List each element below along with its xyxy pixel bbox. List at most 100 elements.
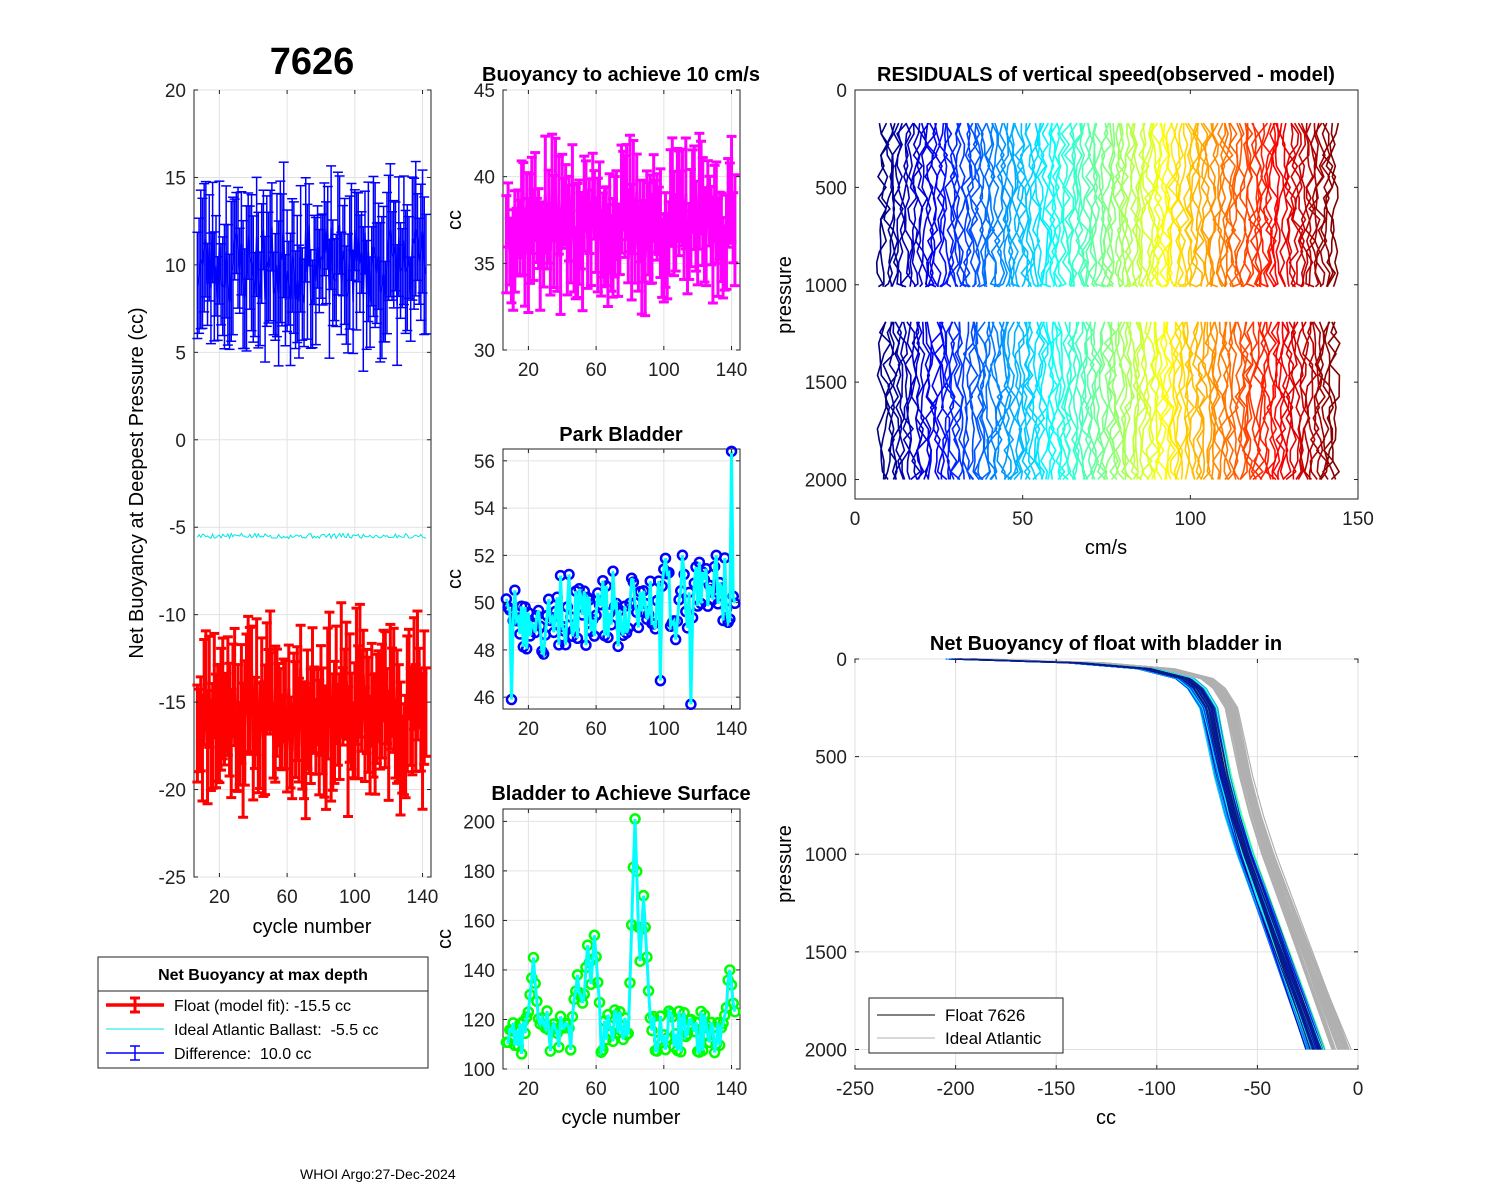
residual-profile: [1003, 321, 1015, 481]
residual-profile: [1080, 321, 1093, 480]
residual-profile: [912, 122, 925, 288]
residual-profile: [948, 321, 958, 480]
residual-profile: [1298, 321, 1311, 480]
y-tick-label: 1000: [805, 845, 847, 866]
residual-profile: [1304, 321, 1318, 480]
residual-profile: [1076, 122, 1089, 288]
residual-profile: [1023, 122, 1036, 288]
marks: [500, 445, 741, 711]
residual-profile: [929, 122, 939, 288]
residual-profile: [1319, 122, 1331, 287]
residual-profile: [899, 122, 912, 288]
x-tick-label: 60: [586, 1079, 607, 1100]
residual-profile: [1177, 123, 1190, 288]
y-tick-label: 0: [836, 81, 847, 102]
residual-profile: [1097, 122, 1109, 288]
y-tick-label: -15: [159, 693, 186, 714]
residual-profile: [1164, 122, 1176, 288]
residual-profile: [1309, 321, 1321, 480]
residual-profile: [1234, 122, 1247, 288]
series-line: [504, 181, 737, 264]
residual-profile: [1232, 321, 1243, 480]
residual-profile: [1006, 321, 1019, 481]
x-axis-label: cc: [1096, 1107, 1116, 1129]
legend-entry-ideal: Ideal Atlantic Ballast: -5.5 cc: [174, 1022, 379, 1039]
legend-entry-float: Float (model fit): -15.5 cc: [174, 998, 351, 1015]
residual-profile: [1073, 123, 1086, 288]
x-tick-label: -250: [836, 1079, 874, 1100]
residual-profile: [905, 321, 918, 480]
residual-profile: [963, 122, 974, 288]
x-tick-label: -100: [1138, 1079, 1176, 1100]
y-tick-label: 56: [474, 452, 495, 473]
residual-profile: [1258, 321, 1270, 480]
residual-profile: [929, 321, 942, 480]
marks: [192, 160, 431, 821]
residual-profile: [1144, 321, 1156, 480]
residual-profile: [1245, 123, 1257, 288]
residual-profile: [1211, 321, 1222, 480]
residual-profile: [890, 122, 901, 287]
x-tick-label: 20: [518, 719, 539, 740]
legend-title: Net Buoyancy at max depth: [158, 967, 368, 984]
y-tick-label: -5: [169, 518, 186, 539]
residual-profile: [1252, 122, 1264, 287]
y-tick-label: 48: [474, 641, 495, 662]
residual-profile: [1325, 123, 1337, 288]
residual-profile: [1197, 122, 1210, 288]
marks: [945, 658, 1352, 1050]
residual-profile: [1009, 321, 1022, 480]
net-buoyancy-legend: Net Buoyancy at max depth Float (model f…: [97, 956, 429, 1069]
x-tick-label: 140: [407, 887, 439, 908]
residual-profile: [1269, 321, 1281, 480]
residual-profile: [1103, 321, 1117, 480]
y-tick-label: 200: [463, 812, 495, 833]
y-tick-label: 120: [463, 1010, 495, 1031]
residual-profile: [1318, 321, 1331, 480]
ticks: 20 60 100 140 46 48 50 52 54 56: [474, 449, 747, 740]
residual-profile: [915, 321, 928, 481]
residual-profile: [1225, 122, 1237, 287]
residual-profile: [1219, 123, 1229, 288]
residual-profile: [1081, 122, 1092, 288]
residual-profile: [1281, 122, 1293, 287]
residual-profile: [1091, 122, 1101, 288]
residual-profile: [1056, 321, 1069, 481]
residual-profile: [1160, 321, 1174, 480]
residual-profile: [1301, 321, 1314, 481]
legend-entry-ideal: Ideal Atlantic: [945, 1029, 1042, 1048]
residual-profile: [1209, 321, 1220, 480]
residual-profile: [1274, 122, 1287, 288]
residual-profile: [882, 321, 895, 480]
residual-profile: [885, 122, 896, 287]
bladder-surface-panel: 20 60 100 140 100 120 140 160 180 200 Bladder to …: [434, 783, 751, 1129]
residual-profile: [894, 321, 904, 480]
x-tick-label: 20: [209, 887, 230, 908]
residual-profile: [916, 122, 929, 287]
residual-profile: [1010, 122, 1021, 288]
residual-profile: [1252, 321, 1264, 481]
residual-profile: [1287, 321, 1301, 480]
residual-profile: [1053, 321, 1066, 481]
y-axis-label: Net Buoyancy at Deepest Pressure (cc): [126, 307, 148, 658]
residual-profile: [1237, 321, 1250, 481]
residual-profile: [920, 122, 932, 288]
y-tick-label: 0: [836, 650, 847, 671]
y-tick-label: 45: [474, 81, 495, 102]
x-tick-label: -150: [1037, 1079, 1075, 1100]
residual-profile: [1204, 122, 1217, 288]
chart-title: Net Buoyancy of float with bladder in: [930, 633, 1282, 655]
residual-profile: [1257, 122, 1271, 288]
residual-profile: [1050, 321, 1063, 480]
series-line: [504, 451, 737, 705]
chart-title: RESIDUALS of vertical speed(observed - m…: [877, 64, 1335, 86]
residual-profile: [909, 123, 921, 288]
residual-profile: [1093, 123, 1105, 288]
residual-profile: [1034, 321, 1046, 480]
y-tick-label: 1500: [805, 943, 847, 964]
residual-profile: [1040, 122, 1053, 288]
x-tick-label: 50: [1012, 509, 1033, 530]
y-tick-label: 500: [815, 178, 847, 199]
residual-profile: [1154, 122, 1166, 288]
